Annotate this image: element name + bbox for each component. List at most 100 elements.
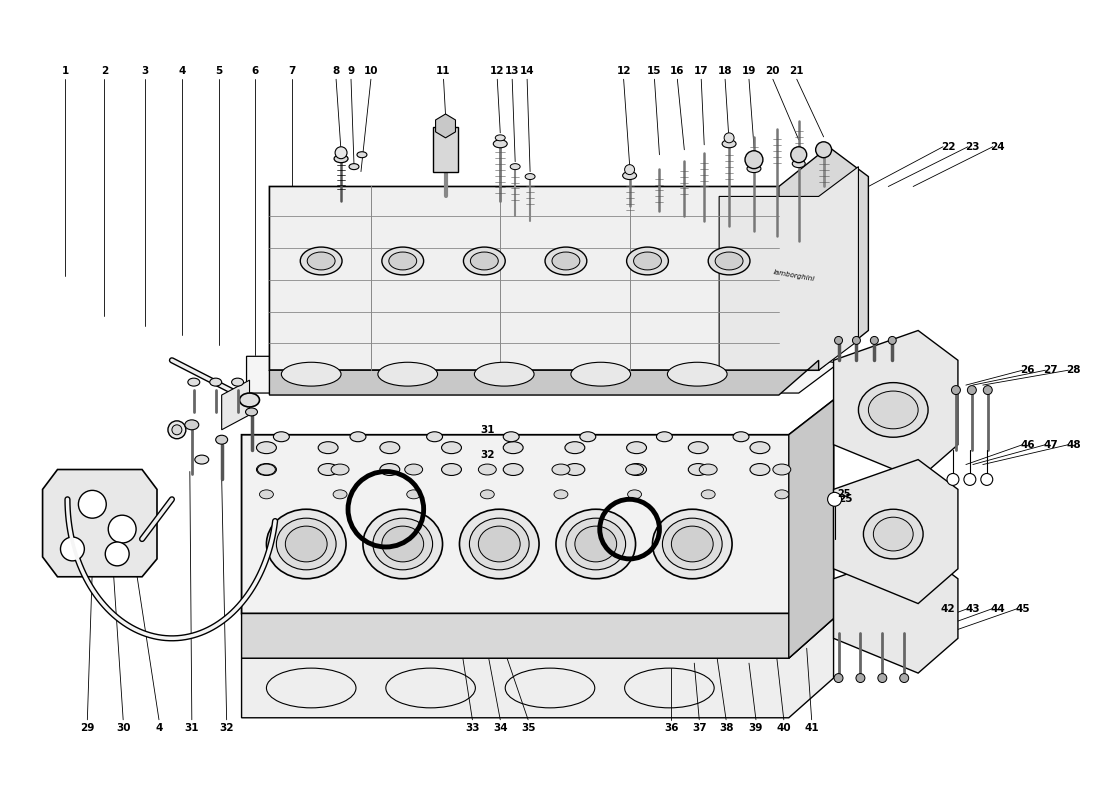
Ellipse shape — [878, 674, 887, 682]
Circle shape — [964, 474, 976, 486]
Ellipse shape — [575, 526, 617, 562]
Ellipse shape — [427, 432, 442, 442]
Ellipse shape — [256, 442, 276, 454]
Ellipse shape — [835, 337, 843, 344]
Text: 7: 7 — [288, 66, 296, 76]
Ellipse shape — [870, 337, 878, 344]
Text: 28: 28 — [1066, 366, 1080, 375]
Ellipse shape — [245, 408, 257, 416]
Ellipse shape — [701, 490, 715, 499]
Text: 16: 16 — [670, 66, 684, 76]
Polygon shape — [436, 114, 455, 138]
Ellipse shape — [373, 518, 432, 570]
Ellipse shape — [864, 510, 923, 559]
Text: 21: 21 — [790, 66, 804, 76]
Text: 12: 12 — [490, 66, 505, 76]
Ellipse shape — [626, 464, 644, 475]
Ellipse shape — [856, 674, 865, 682]
Ellipse shape — [750, 463, 770, 475]
Text: 35: 35 — [521, 722, 536, 733]
Ellipse shape — [210, 378, 222, 386]
Ellipse shape — [733, 432, 749, 442]
Ellipse shape — [627, 247, 669, 275]
Ellipse shape — [172, 425, 182, 434]
Ellipse shape — [503, 442, 524, 454]
Text: 17: 17 — [694, 66, 708, 76]
Text: 38: 38 — [719, 722, 734, 733]
Text: 1: 1 — [62, 66, 69, 76]
Ellipse shape — [525, 174, 535, 179]
Text: 31: 31 — [480, 425, 495, 434]
Polygon shape — [270, 360, 818, 395]
Ellipse shape — [407, 490, 420, 499]
Ellipse shape — [774, 490, 789, 499]
Text: 31: 31 — [185, 722, 199, 733]
Polygon shape — [242, 400, 834, 614]
Text: 27: 27 — [1043, 366, 1058, 375]
Text: 22: 22 — [940, 142, 955, 152]
Text: 18: 18 — [718, 66, 733, 76]
Ellipse shape — [481, 490, 494, 499]
Ellipse shape — [495, 135, 505, 141]
Polygon shape — [270, 186, 818, 370]
Ellipse shape — [266, 510, 346, 578]
Ellipse shape — [634, 252, 661, 270]
Ellipse shape — [185, 420, 199, 430]
Circle shape — [336, 146, 346, 158]
Ellipse shape — [307, 252, 336, 270]
Ellipse shape — [792, 160, 805, 168]
Ellipse shape — [652, 510, 733, 578]
Text: 45: 45 — [1015, 603, 1030, 614]
Ellipse shape — [689, 442, 708, 454]
Ellipse shape — [580, 432, 596, 442]
Ellipse shape — [750, 442, 770, 454]
Ellipse shape — [363, 510, 442, 578]
Ellipse shape — [556, 510, 636, 578]
Ellipse shape — [358, 152, 367, 158]
Text: 37: 37 — [692, 722, 706, 733]
Polygon shape — [834, 330, 958, 479]
Ellipse shape — [858, 382, 928, 438]
Text: 44: 44 — [990, 603, 1005, 614]
Circle shape — [724, 133, 734, 142]
Text: 34: 34 — [493, 722, 507, 733]
Ellipse shape — [565, 518, 626, 570]
Text: 13: 13 — [505, 66, 519, 76]
Circle shape — [745, 150, 763, 169]
Ellipse shape — [478, 526, 520, 562]
Ellipse shape — [571, 362, 630, 386]
Ellipse shape — [700, 464, 717, 475]
Ellipse shape — [331, 464, 349, 475]
Ellipse shape — [274, 432, 289, 442]
Polygon shape — [242, 618, 834, 718]
Ellipse shape — [565, 463, 585, 475]
Text: 25: 25 — [838, 494, 853, 504]
Text: 41: 41 — [804, 722, 820, 733]
Ellipse shape — [318, 463, 338, 475]
Text: 33: 33 — [465, 722, 480, 733]
Ellipse shape — [300, 247, 342, 275]
Circle shape — [981, 474, 993, 486]
Ellipse shape — [967, 386, 977, 394]
Ellipse shape — [441, 463, 461, 475]
Text: 11: 11 — [437, 66, 451, 76]
Text: 10: 10 — [364, 66, 378, 76]
Ellipse shape — [256, 463, 276, 475]
Ellipse shape — [554, 490, 568, 499]
Text: 39: 39 — [749, 722, 763, 733]
Polygon shape — [834, 459, 958, 603]
Polygon shape — [242, 578, 834, 658]
Ellipse shape — [510, 164, 520, 170]
Ellipse shape — [834, 674, 843, 682]
Ellipse shape — [662, 518, 722, 570]
Ellipse shape — [276, 518, 337, 570]
Ellipse shape — [460, 510, 539, 578]
Ellipse shape — [379, 442, 399, 454]
Ellipse shape — [240, 393, 260, 407]
Ellipse shape — [983, 386, 992, 394]
Text: 14: 14 — [520, 66, 535, 76]
Text: 26: 26 — [1021, 366, 1035, 375]
Circle shape — [60, 537, 85, 561]
Ellipse shape — [722, 140, 736, 148]
Circle shape — [106, 542, 129, 566]
